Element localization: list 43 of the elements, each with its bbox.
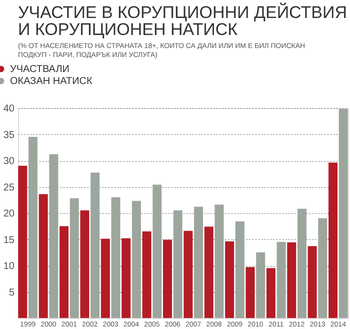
bar: [235, 221, 244, 318]
bar: [122, 238, 131, 318]
y-tick-label: 15: [3, 234, 15, 246]
y-tick-label: 40: [3, 104, 15, 114]
bar: [204, 226, 214, 318]
bar: [162, 240, 172, 318]
bar: [100, 238, 110, 318]
bar: [297, 208, 306, 318]
y-tick-label: 25: [3, 182, 15, 194]
y-tick-label: 35: [3, 130, 15, 141]
bar: [225, 241, 234, 318]
bar: [38, 194, 48, 318]
bar: [132, 200, 141, 318]
chart-title: УЧАСТИЕ В КОРУПЦИОННИ ДЕЙСТВИЯ И КОРУПЦИОНЕН НАТИСК: [18, 2, 347, 39]
bar: [214, 204, 224, 318]
y-tick-label: 10: [3, 261, 15, 272]
bar: [194, 206, 204, 318]
bar: [80, 210, 90, 318]
bar: [287, 242, 296, 318]
bar: [266, 268, 276, 318]
bar: [246, 267, 255, 318]
bar: [152, 184, 162, 318]
y-tick-label: 20: [3, 208, 15, 220]
bar: [28, 136, 38, 318]
bar: [90, 172, 100, 318]
bar: [173, 210, 182, 318]
legend-label: ОКАЗАН НАТИСК: [10, 76, 92, 87]
bar: [256, 252, 266, 318]
bar: [184, 230, 193, 318]
bar: [111, 197, 120, 318]
legend-label: УЧАСТВАЛИ: [10, 64, 70, 75]
bar: [60, 226, 69, 318]
bar: [308, 246, 317, 318]
y-tick-label: 5: [8, 287, 15, 298]
bar: [318, 218, 328, 318]
bar: [49, 154, 58, 318]
bar: [142, 231, 152, 318]
bar: [70, 198, 79, 318]
y-tick-label: 30: [3, 156, 15, 167]
bar: [276, 242, 286, 318]
bar: [338, 109, 348, 318]
bar: [18, 166, 28, 318]
bar: [328, 162, 338, 318]
